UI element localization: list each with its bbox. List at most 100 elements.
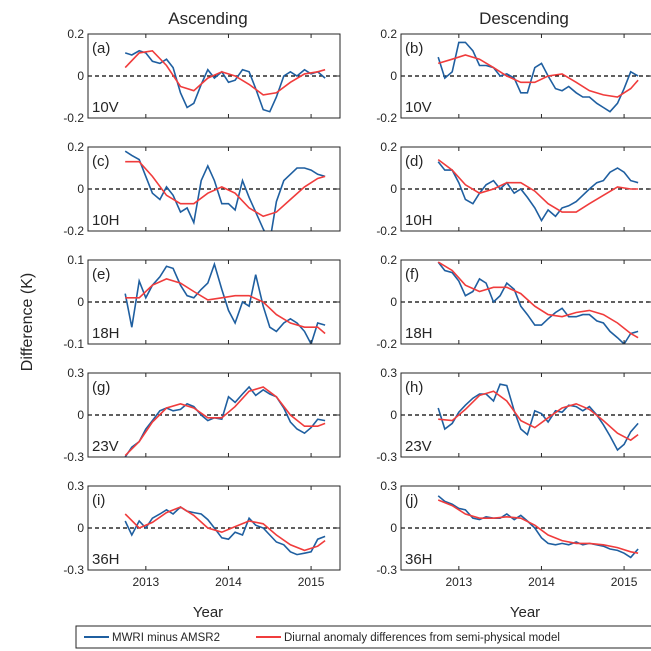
y-tick-label: 0.2 bbox=[67, 140, 84, 154]
y-tick-label: -0.2 bbox=[376, 111, 397, 125]
y-tick-label: 0 bbox=[77, 408, 84, 422]
y-tick-label: 0.2 bbox=[67, 27, 84, 41]
plot-area bbox=[401, 147, 651, 231]
y-tick-label: 0.3 bbox=[380, 479, 397, 493]
series-line-model bbox=[125, 278, 326, 335]
channel-label: 23V bbox=[405, 438, 432, 455]
panel-label: (h) bbox=[405, 379, 423, 396]
series-line-mwri bbox=[124, 49, 326, 113]
panel-label: (d) bbox=[405, 153, 423, 170]
x-tick-label: 2014 bbox=[215, 575, 242, 589]
y-tick-label: 0 bbox=[77, 69, 84, 83]
channel-label: 10H bbox=[92, 212, 120, 229]
y-tick-label: 0 bbox=[390, 295, 397, 309]
panel-label: (j) bbox=[405, 492, 418, 509]
y-tick-label: -0.3 bbox=[63, 563, 84, 577]
y-tick-label: 0.3 bbox=[67, 366, 84, 380]
series-line-model bbox=[437, 261, 639, 339]
panel-label: (i) bbox=[92, 492, 105, 509]
panel-label: (f) bbox=[405, 266, 419, 283]
channel-label: 36H bbox=[92, 551, 120, 568]
series-line-model bbox=[437, 54, 639, 98]
y-tick-label: -0.1 bbox=[63, 337, 84, 351]
x-tick-label: 2015 bbox=[611, 575, 638, 589]
panel-j: -0.3 0 0.3 2013 2014 2015 (j) 36H bbox=[376, 479, 651, 589]
channel-label: 10V bbox=[92, 99, 119, 116]
series-line-model bbox=[125, 160, 326, 218]
x-tick-label: 2014 bbox=[528, 575, 555, 589]
channel-label: 18H bbox=[405, 325, 433, 342]
y-tick-label: -0.2 bbox=[63, 111, 84, 125]
y-tick-label: 0 bbox=[77, 521, 84, 535]
y-tick-label: 0 bbox=[77, 182, 84, 196]
series-line-mwri bbox=[437, 495, 639, 559]
series-line-mwri bbox=[437, 261, 639, 344]
legend-label-mwri: MWRI minus AMSR2 bbox=[112, 632, 220, 644]
y-tick-label: -0.3 bbox=[63, 450, 84, 464]
x-tick-label: 2013 bbox=[445, 575, 472, 589]
panel-f: -0.2 0 0.2 (f) 18H bbox=[376, 253, 651, 351]
y-tick-label: 0.2 bbox=[380, 27, 397, 41]
panel-a: -0.2 0 0.2 (a) 10V bbox=[63, 27, 341, 125]
legend-box bbox=[75, 625, 651, 649]
panel-c: -0.2 0 0.2 (c) 10H bbox=[63, 140, 341, 238]
series-line-mwri bbox=[124, 150, 326, 231]
series-line-mwri bbox=[437, 41, 639, 113]
y-tick-label: 0 bbox=[390, 408, 397, 422]
series-line-mwri bbox=[124, 505, 326, 556]
col-title-ascending: Ascending bbox=[168, 9, 247, 28]
y-tick-label: 0.1 bbox=[67, 253, 84, 267]
legend: MWRI minus AMSR2 Diurnal anomaly differe… bbox=[75, 625, 651, 649]
channel-label: 10H bbox=[405, 212, 433, 229]
x-tick-label: 2013 bbox=[132, 575, 159, 589]
x-tick-label: 2015 bbox=[298, 575, 325, 589]
panels: -0.2 0 0.2 (a) 10V -0.2 0 0.2 (b) 10V -0.2 0 0.2 (c) 1… bbox=[63, 27, 651, 589]
x-axis-label-left: Year bbox=[193, 604, 223, 621]
series-line-mwri bbox=[437, 383, 639, 452]
y-tick-label: -0.2 bbox=[376, 224, 397, 238]
y-tick-label: 0 bbox=[390, 521, 397, 535]
panel-label: (g) bbox=[92, 379, 110, 396]
y-tick-label: 0 bbox=[390, 182, 397, 196]
panel-e: -0.1 0 0.1 (e) 18H bbox=[63, 253, 341, 351]
panel-i: -0.3 0 0.3 2013 2014 2015 (i) 36H bbox=[63, 479, 341, 589]
series-line-model bbox=[124, 506, 326, 552]
series-line-model bbox=[124, 49, 326, 96]
y-tick-label: 0.2 bbox=[380, 253, 397, 267]
y-tick-label: 0 bbox=[77, 295, 84, 309]
legend-label-model: Diurnal anomaly differences from semi-ph… bbox=[284, 632, 560, 644]
series-line-model bbox=[438, 390, 639, 442]
y-tick-label: -0.3 bbox=[376, 450, 397, 464]
series-line-mwri bbox=[124, 261, 326, 344]
panel-label: (b) bbox=[405, 40, 423, 57]
panel-g: -0.3 0 0.3 (g) 23V bbox=[63, 366, 341, 464]
channel-label: 10V bbox=[405, 99, 432, 116]
series-line-model bbox=[437, 158, 639, 213]
y-tick-label: -0.2 bbox=[63, 224, 84, 238]
panel-label: (c) bbox=[92, 153, 110, 170]
panel-h: -0.3 0 0.3 (h) 23V bbox=[376, 366, 651, 464]
series-line-mwri bbox=[124, 385, 326, 457]
channel-label: 18H bbox=[92, 325, 120, 342]
panel-label: (a) bbox=[92, 40, 110, 57]
series-line-mwri bbox=[437, 161, 639, 223]
panel-b: -0.2 0 0.2 (b) 10V bbox=[376, 27, 651, 125]
col-title-descending: Descending bbox=[479, 9, 569, 28]
y-tick-label: 0.2 bbox=[380, 140, 397, 154]
panel-label: (e) bbox=[92, 266, 110, 283]
y-tick-label: 0 bbox=[390, 69, 397, 83]
panel-d: -0.2 0 0.2 (d) 10H bbox=[376, 140, 651, 238]
y-tick-label: 0.3 bbox=[380, 366, 397, 380]
y-axis-label: Difference (K) bbox=[19, 273, 36, 371]
series-line-model bbox=[437, 499, 639, 554]
y-tick-label: -0.3 bbox=[376, 563, 397, 577]
plot-area bbox=[401, 34, 651, 118]
channel-label: 36H bbox=[405, 551, 433, 568]
y-tick-label: 0.3 bbox=[67, 479, 84, 493]
channel-label: 23V bbox=[92, 438, 119, 455]
series-line-model bbox=[124, 386, 326, 457]
y-tick-label: -0.2 bbox=[376, 337, 397, 351]
x-axis-label-right: Year bbox=[510, 604, 540, 621]
plot-area bbox=[401, 373, 651, 457]
